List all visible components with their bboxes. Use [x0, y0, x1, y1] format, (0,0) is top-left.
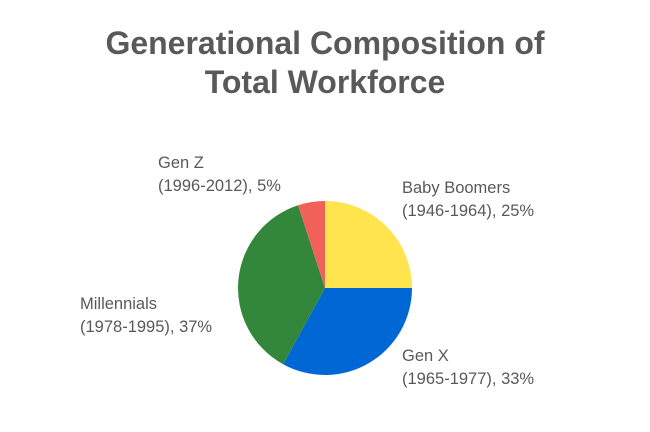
slice-label-baby-boomers: Baby Boomers (1946-1964), 25% [402, 179, 534, 220]
pie-slice-gen-z [298, 201, 325, 288]
pie-slice-baby-boomers [325, 201, 412, 288]
chart-title-line-1: Generational Composition of [105, 25, 544, 61]
pie-slices [238, 201, 412, 375]
slice-labels: Baby Boomers (1946-1964), 25% Gen X (1965-1… [80, 154, 534, 388]
slice-label-gen-z: Gen Z (1996-2012), 5% [158, 154, 281, 195]
slice-label-gen-x: Gen X (1965-1977), 33% [402, 347, 534, 388]
slice-label-millennials: Millennials (1978-1995), 37% [80, 295, 212, 336]
pie-slice-millennials [238, 205, 325, 365]
pie-slice-gen-x [283, 288, 412, 375]
chart-title-line-2: Total Workforce [205, 64, 446, 100]
